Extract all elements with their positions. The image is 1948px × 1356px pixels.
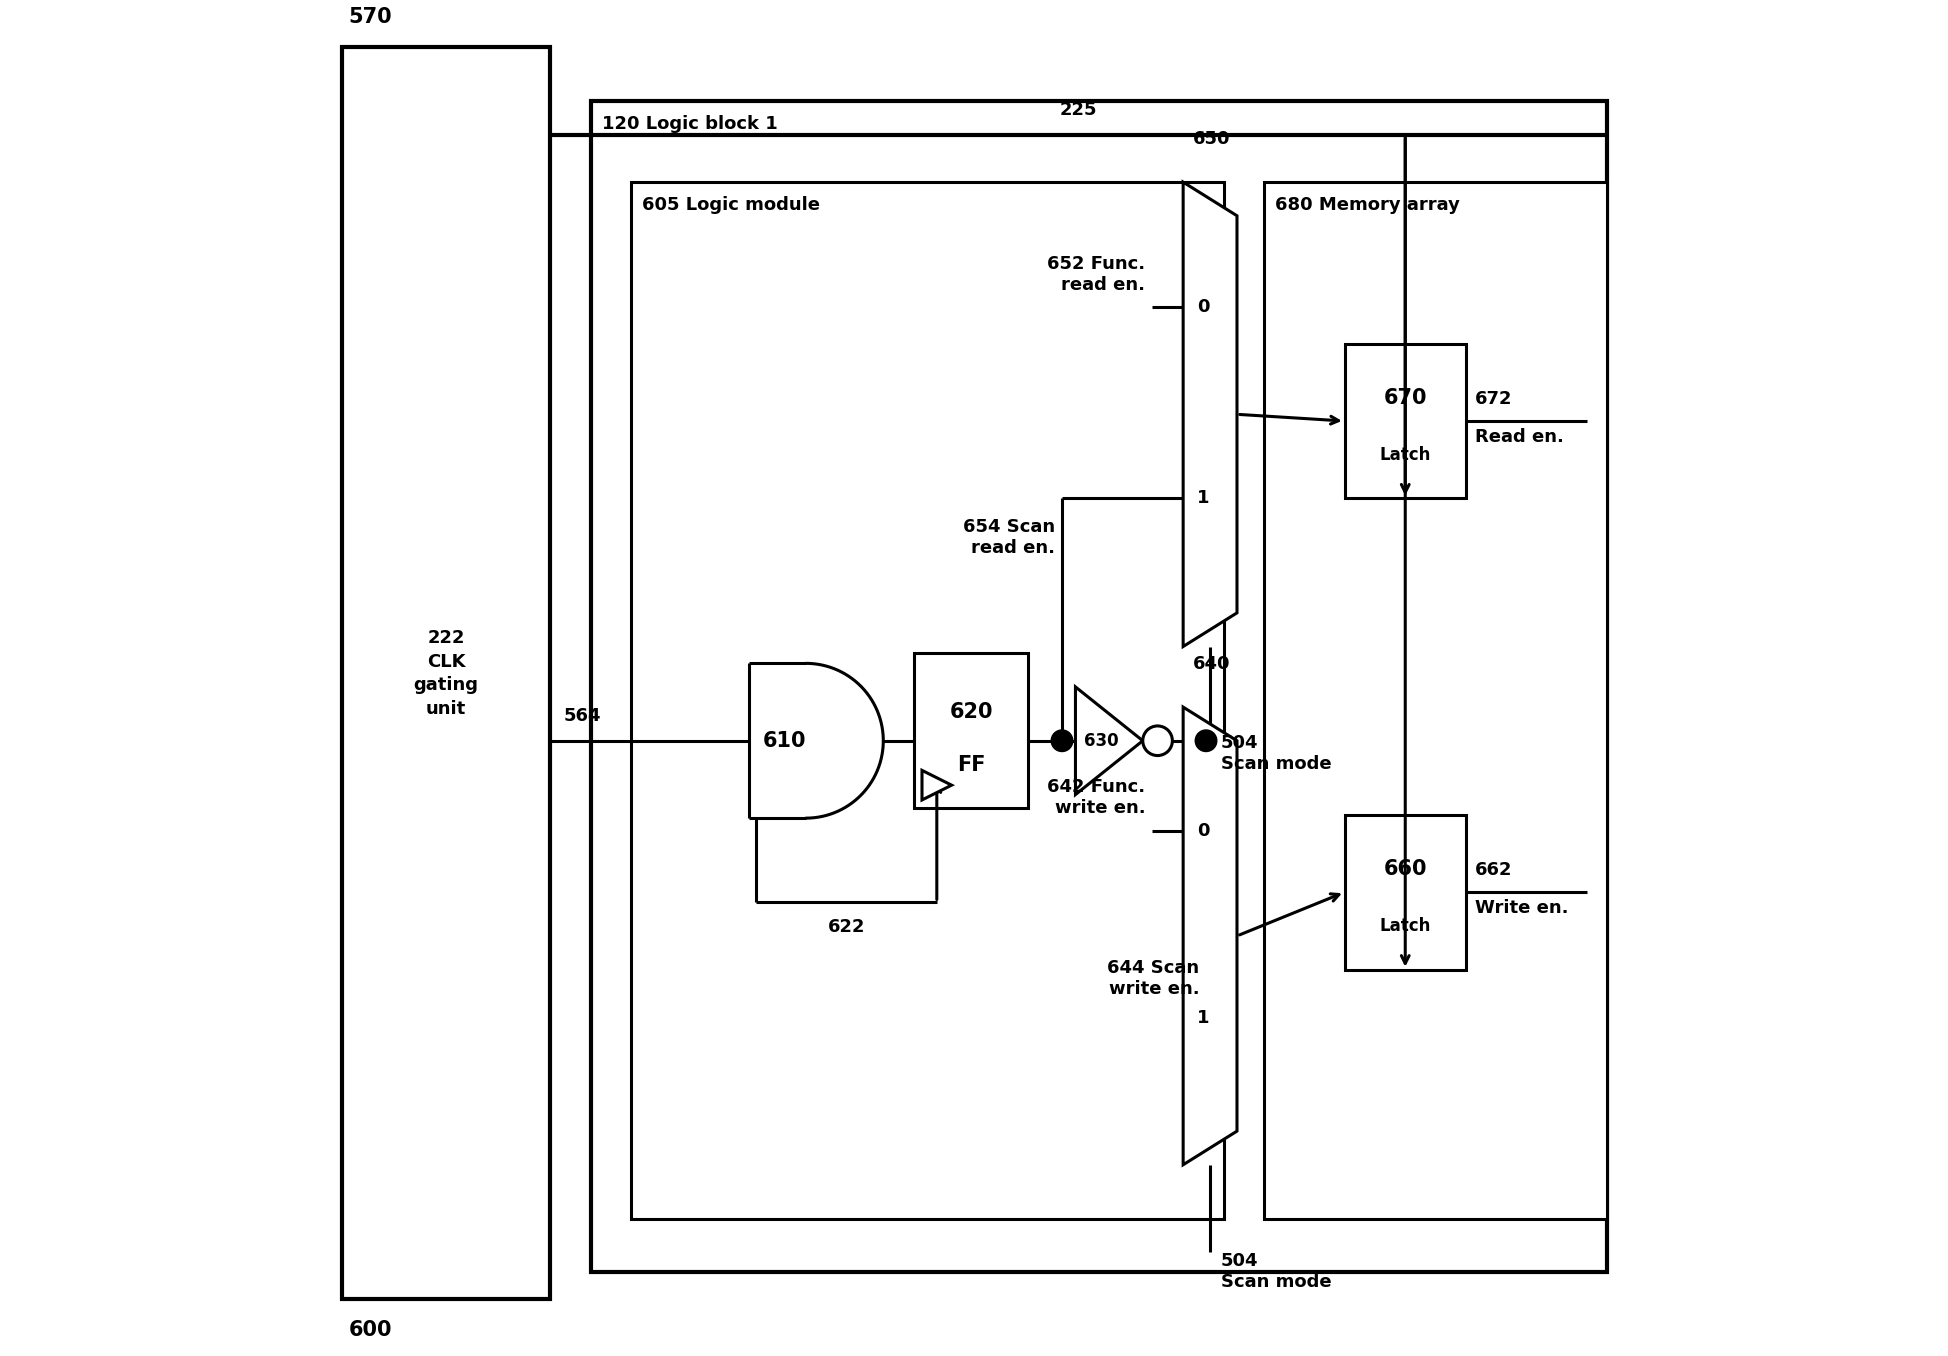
Text: 1: 1	[1196, 490, 1210, 507]
Circle shape	[1194, 730, 1216, 751]
Text: Write en.: Write en.	[1475, 899, 1568, 917]
Text: 650: 650	[1192, 130, 1229, 148]
Bar	[1344, 815, 1465, 970]
Text: 660: 660	[1383, 858, 1426, 879]
Text: 680 Memory array: 680 Memory array	[1274, 195, 1459, 214]
Text: 670: 670	[1383, 388, 1426, 408]
Text: 570: 570	[349, 7, 392, 27]
Text: 640: 640	[1192, 655, 1229, 674]
Bar	[631, 182, 1223, 1219]
Polygon shape	[1075, 687, 1142, 795]
Text: 504
Scan mode: 504 Scan mode	[1219, 734, 1330, 773]
Text: 620: 620	[949, 702, 992, 723]
Text: 0: 0	[1196, 298, 1210, 316]
Text: 642 Func.
write en.: 642 Func. write en.	[1046, 778, 1145, 818]
Circle shape	[1142, 725, 1173, 755]
Text: 672: 672	[1475, 389, 1512, 408]
Text: FF: FF	[956, 755, 986, 774]
Text: 622: 622	[828, 918, 865, 937]
Bar	[1344, 343, 1465, 499]
Text: 654 Scan
read en.: 654 Scan read en.	[962, 518, 1054, 557]
Text: Read en.: Read en.	[1475, 427, 1564, 446]
Bar	[914, 654, 1029, 808]
Text: 504
Scan mode: 504 Scan mode	[1219, 1252, 1330, 1291]
Text: 644 Scan
write en.: 644 Scan write en.	[1106, 959, 1198, 998]
Text: 662: 662	[1475, 861, 1512, 879]
Text: 564: 564	[563, 706, 602, 724]
Polygon shape	[921, 770, 951, 800]
Text: 630: 630	[1083, 732, 1118, 750]
Text: 600: 600	[349, 1319, 392, 1340]
Text: 610: 610	[762, 731, 805, 751]
Text: 0: 0	[1196, 822, 1210, 839]
Polygon shape	[1182, 706, 1237, 1165]
Text: 222
CLK
gating
unit: 222 CLK gating unit	[413, 629, 479, 717]
Polygon shape	[1182, 182, 1237, 647]
Circle shape	[1050, 730, 1071, 751]
Text: 652 Func.
read en.: 652 Func. read en.	[1046, 255, 1145, 294]
Bar	[1262, 182, 1607, 1219]
Text: 225: 225	[1060, 100, 1097, 119]
Bar	[590, 102, 1607, 1272]
Text: 120 Logic block 1: 120 Logic block 1	[602, 115, 777, 133]
Text: Latch: Latch	[1379, 446, 1430, 464]
Bar	[341, 47, 549, 1299]
Text: 1: 1	[1196, 1009, 1210, 1028]
Text: Latch: Latch	[1379, 917, 1430, 936]
Text: 605 Logic module: 605 Logic module	[641, 195, 820, 214]
